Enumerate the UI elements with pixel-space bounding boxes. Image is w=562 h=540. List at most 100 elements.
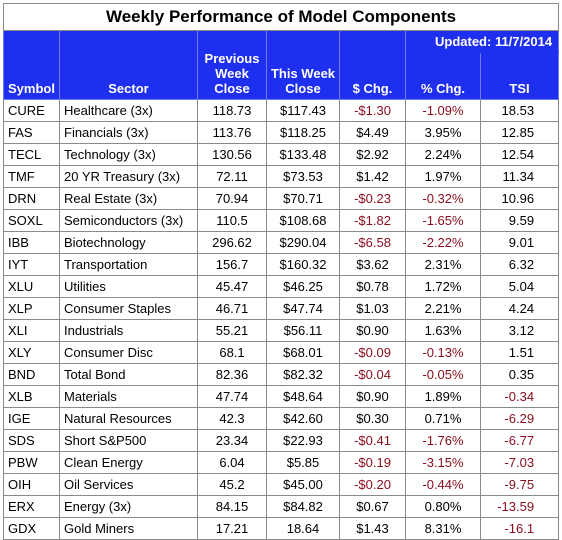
cell-previous-close: 130.56 (197, 143, 267, 166)
table-row: CURE Healthcare (3x) 118.73 $117.43 -$1.30 -1… (3, 99, 560, 122)
cell-tsi: 4.24 (479, 297, 560, 320)
cell-dollar-change: -$0.04 (339, 363, 406, 386)
cell-previous-close: 42.3 (197, 407, 267, 430)
cell-symbol: SOXL (3, 209, 60, 232)
table-row: SDS Short S&P500 23.34 $22.93 -$0.41 -1.76% -6… (3, 429, 560, 452)
cell-percent-change: 2.21% (405, 297, 481, 320)
cell-symbol: IGE (3, 407, 60, 430)
cell-previous-close: 118.73 (197, 99, 267, 122)
cell-percent-change: -0.44% (405, 473, 481, 496)
cell-sector: Total Bond (59, 363, 198, 386)
cell-percent-change: -0.05% (405, 363, 481, 386)
cell-percent-change: -1.09% (405, 99, 481, 122)
cell-dollar-change: $0.90 (339, 385, 406, 408)
cell-previous-close: 84.15 (197, 495, 267, 518)
cell-symbol: CURE (3, 99, 60, 122)
table-row: IBB Biotechnology 296.62 $290.04 -$6.58 -2.22… (3, 231, 560, 254)
cell-symbol: XLB (3, 385, 60, 408)
cell-sector: Natural Resources (59, 407, 198, 430)
cell-sector: Consumer Staples (59, 297, 198, 320)
header-prev-line2: Week (215, 66, 249, 81)
cell-previous-close: 6.04 (197, 451, 267, 474)
cell-symbol: FAS (3, 121, 60, 144)
cell-percent-change: 1.97% (405, 165, 481, 188)
cell-previous-close: 45.2 (197, 473, 267, 496)
header-prev-line3: Close (214, 81, 250, 96)
cell-symbol: TECL (3, 143, 60, 166)
table-row: IGE Natural Resources 42.3 $42.60 $0.30 0.71%… (3, 407, 560, 430)
cell-dollar-change: -$0.23 (339, 187, 406, 210)
cell-previous-close: 55.21 (197, 319, 267, 342)
performance-table: Weekly Performance of Model Components S… (2, 3, 560, 540)
cell-percent-change: 8.31% (405, 517, 481, 540)
cell-sector: Materials (59, 385, 198, 408)
cell-symbol: OIH (3, 473, 60, 496)
cell-symbol: DRN (3, 187, 60, 210)
cell-dollar-change: $3.62 (339, 253, 406, 276)
table-title: Weekly Performance of Model Components (2, 3, 560, 31)
cell-percent-change: -1.65% (405, 209, 481, 232)
cell-dollar-change: $1.42 (339, 165, 406, 188)
table-body: CURE Healthcare (3x) 118.73 $117.43 -$1.30 -1… (3, 99, 560, 540)
cell-percent-change: -1.76% (405, 429, 481, 452)
cell-sector: Transportation (59, 253, 198, 276)
cell-percent-change: 2.24% (405, 143, 481, 166)
cell-tsi: 3.12 (479, 319, 560, 342)
cell-this-week-close: $68.01 (266, 341, 340, 364)
header-dollar-change: $ Chg. (339, 30, 406, 100)
cell-symbol: GDX (3, 517, 60, 540)
cell-previous-close: 17.21 (197, 517, 267, 540)
cell-dollar-change: $1.03 (339, 297, 406, 320)
cell-tsi: -16.1 (479, 517, 560, 540)
table-row: DRN Real Estate (3x) 70.94 $70.71 -$0.23 -0.3… (3, 187, 560, 210)
cell-this-week-close: $118.25 (266, 121, 340, 144)
cell-sector: Biotechnology (59, 231, 198, 254)
cell-tsi: -7.03 (479, 451, 560, 474)
cell-percent-change: -2.22% (405, 231, 481, 254)
cell-tsi: 9.01 (479, 231, 560, 254)
cell-dollar-change: -$0.41 (339, 429, 406, 452)
cell-this-week-close: $117.43 (266, 99, 340, 122)
cell-symbol: ERX (3, 495, 60, 518)
cell-previous-close: 45.47 (197, 275, 267, 298)
cell-dollar-change: -$6.58 (339, 231, 406, 254)
cell-this-week-close: $82.32 (266, 363, 340, 386)
cell-dollar-change: $0.67 (339, 495, 406, 518)
cell-symbol: SDS (3, 429, 60, 452)
cell-sector: Clean Energy (59, 451, 198, 474)
header-previous-close: Previous Week Close (197, 30, 267, 100)
cell-symbol: XLP (3, 297, 60, 320)
cell-this-week-close: $108.68 (266, 209, 340, 232)
table-row: TECL Technology (3x) 130.56 $133.48 $2.92 2.2… (3, 143, 560, 166)
cell-this-week-close: $48.64 (266, 385, 340, 408)
cell-sector: Real Estate (3x) (59, 187, 198, 210)
cell-tsi: 12.85 (479, 121, 560, 144)
cell-previous-close: 296.62 (197, 231, 267, 254)
cell-percent-change: 1.63% (405, 319, 481, 342)
cell-symbol: TMF (3, 165, 60, 188)
cell-this-week-close: $5.85 (266, 451, 340, 474)
cell-dollar-change: -$1.30 (339, 99, 406, 122)
table-row: XLP Consumer Staples 46.71 $47.74 $1.03 2.21%… (3, 297, 560, 320)
cell-sector: Consumer Disc (59, 341, 198, 364)
table-row: XLI Industrials 55.21 $56.11 $0.90 1.63% 3.12 (3, 319, 560, 342)
cell-this-week-close: $70.71 (266, 187, 340, 210)
table-row: TMF 20 YR Treasury (3x) 72.11 $73.53 $1.42 1.… (3, 165, 560, 188)
cell-dollar-change: $0.30 (339, 407, 406, 430)
cell-tsi: 9.59 (479, 209, 560, 232)
cell-this-week-close: $47.74 (266, 297, 340, 320)
cell-tsi: 0.35 (479, 363, 560, 386)
cell-tsi: 6.32 (479, 253, 560, 276)
table-row: XLU Utilities 45.47 $46.25 $0.78 1.72% 5.04 (3, 275, 560, 298)
cell-dollar-change: -$0.19 (339, 451, 406, 474)
cell-this-week-close: $133.48 (266, 143, 340, 166)
cell-dollar-change: $4.49 (339, 121, 406, 144)
cell-tsi: -13.59 (479, 495, 560, 518)
cell-symbol: PBW (3, 451, 60, 474)
cell-tsi: -6.29 (479, 407, 560, 430)
cell-symbol: XLI (3, 319, 60, 342)
header-this-line1: This Week (270, 66, 336, 81)
cell-percent-change: 2.31% (405, 253, 481, 276)
cell-tsi: 12.54 (479, 143, 560, 166)
cell-this-week-close: $56.11 (266, 319, 340, 342)
